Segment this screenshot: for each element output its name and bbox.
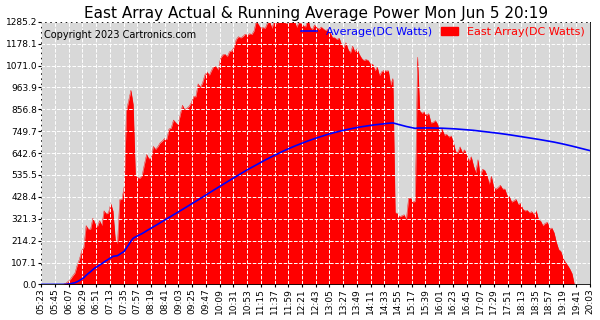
Title: East Array Actual & Running Average Power Mon Jun 5 20:19: East Array Actual & Running Average Powe… xyxy=(83,5,548,20)
Legend: Average(DC Watts), East Array(DC Watts): Average(DC Watts), East Array(DC Watts) xyxy=(301,27,584,37)
Text: Copyright 2023 Cartronics.com: Copyright 2023 Cartronics.com xyxy=(44,30,196,40)
